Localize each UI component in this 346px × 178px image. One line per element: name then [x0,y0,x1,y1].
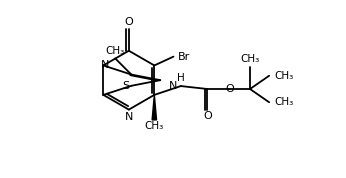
Text: Br: Br [178,52,190,62]
Text: CH₃: CH₃ [106,46,125,56]
Text: N: N [125,112,133,122]
Text: CH₃: CH₃ [274,71,294,81]
Text: S: S [122,81,129,91]
Text: O: O [125,17,133,27]
Text: CH₃: CH₃ [240,54,260,64]
Text: N: N [101,61,109,70]
Text: N: N [169,81,177,91]
Text: CH₃: CH₃ [274,97,294,107]
Polygon shape [152,95,156,120]
Text: O: O [203,111,212,121]
Text: CH₃: CH₃ [145,121,164,131]
Text: H: H [177,72,185,83]
Text: O: O [225,84,234,94]
